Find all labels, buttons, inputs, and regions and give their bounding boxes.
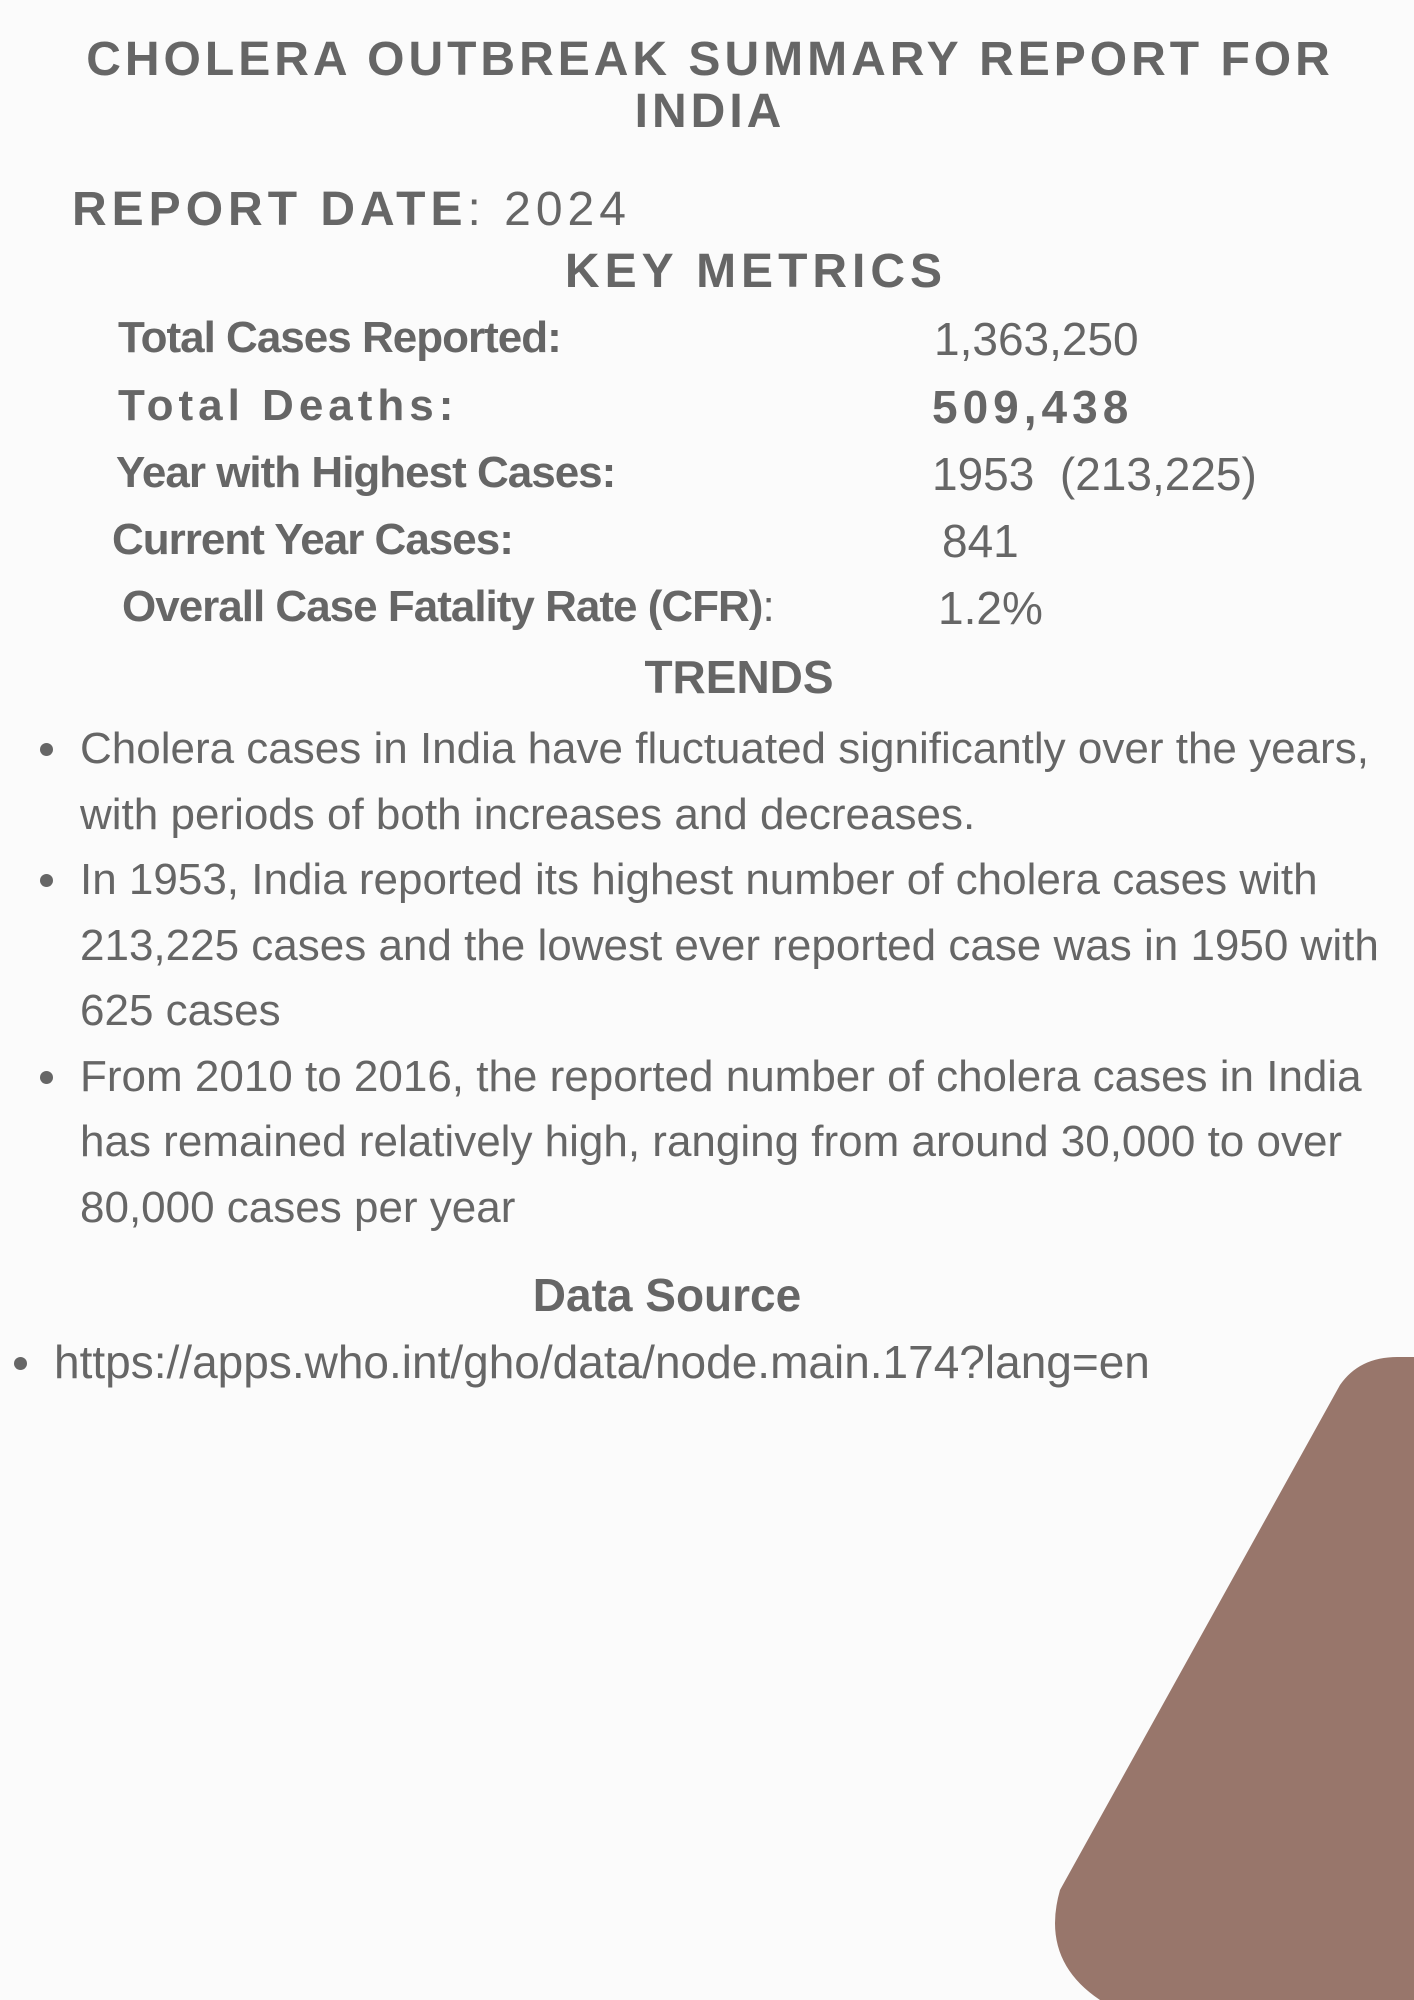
brown-accent-shape	[1055, 1356, 1414, 2000]
report-date: REPORT DATE: 2024	[72, 182, 631, 237]
trends-list: Cholera cases in India have fluctuated s…	[40, 716, 1400, 1241]
total-cases-value: 1,363,250	[934, 313, 1139, 365]
highest-year-value: 1953 (213,225)	[932, 448, 1257, 500]
total-deaths-value: 509,438	[932, 381, 1134, 433]
key-metrics-heading: KEY METRICS	[564, 245, 948, 298]
report-date-separator: :	[467, 183, 486, 236]
data-source-heading: Data Source	[532, 1269, 802, 1321]
current-year-label: Current Year Cases:	[112, 515, 514, 564]
cfr-row-label: Overall Case Fatality Rate (CFR):	[122, 582, 775, 632]
total-cases-label: Total Cases Reported:	[118, 313, 562, 362]
trends-heading: TRENDS	[644, 651, 834, 703]
report-date-label: REPORT DATE	[72, 183, 468, 236]
report-date-value: 2024	[504, 183, 631, 236]
highest-year-label: Year with Highest Cases:	[116, 448, 616, 497]
cfr-value: 1.2%	[938, 582, 1043, 634]
total-deaths-label: Total Deaths:	[118, 381, 459, 430]
trend-item: From 2010 to 2016, the reported number o…	[40, 1044, 1400, 1241]
current-year-value: 841	[942, 515, 1019, 567]
report-title: CHOLERA OUTBREAK SUMMARY REPORT FOR INDI…	[86, 33, 1334, 138]
cfr-colon: :	[762, 582, 774, 631]
trend-item: In 1953, India reported its highest numb…	[40, 847, 1400, 1044]
trend-item: Cholera cases in India have fluctuated s…	[40, 716, 1400, 847]
data-source-link[interactable]: https://apps.who.int/gho/data/node.main.…	[14, 1330, 1150, 1395]
data-source-list: https://apps.who.int/gho/data/node.main.…	[14, 1330, 1150, 1395]
cfr-label: Overall Case Fatality Rate (CFR)	[122, 582, 763, 631]
